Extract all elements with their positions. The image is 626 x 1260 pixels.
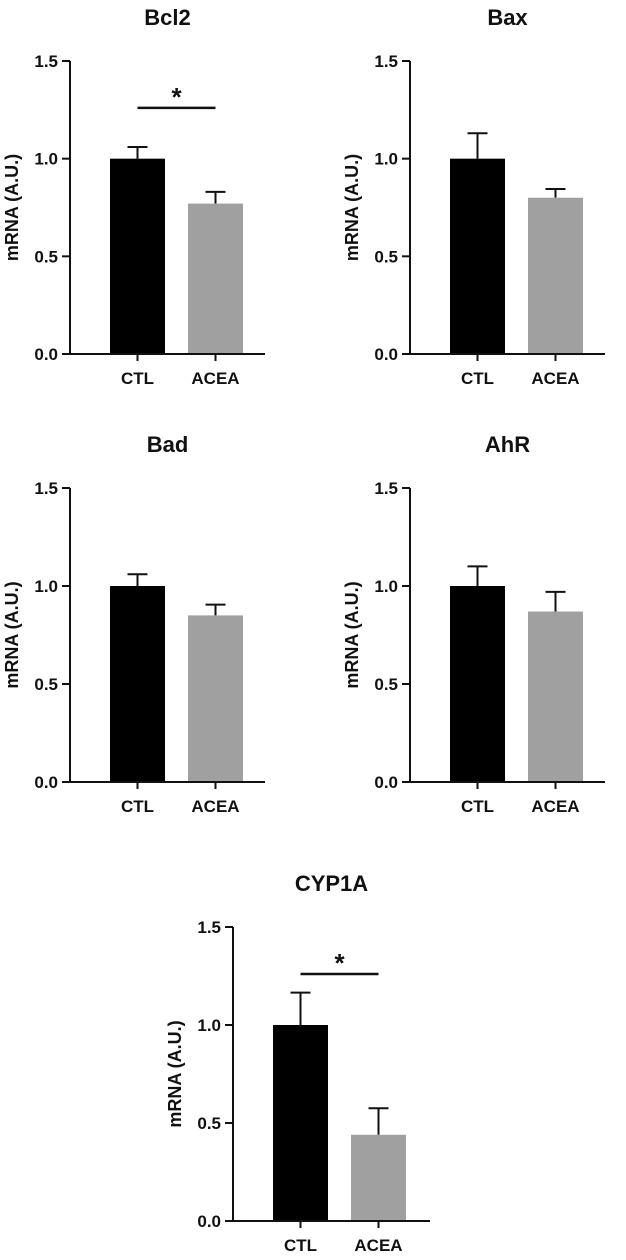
x-tick-label: ACEA <box>354 1236 402 1255</box>
bar-ctl <box>273 1025 328 1221</box>
chart-panel-bad: Bad mRNA (A.U.) CTL ACEA 0.0 0.5 1.0 1.5 <box>2 432 265 816</box>
significance-star: * <box>171 82 182 112</box>
bar-acea <box>188 615 243 782</box>
chart-panel-ahr: AhR mRNA (A.U.) CTL ACEA 0.0 0.5 1.0 1.5 <box>342 432 605 816</box>
x-tick-label: CTL <box>121 797 154 816</box>
x-tick-label: ACEA <box>191 369 239 388</box>
bar-acea <box>528 197 583 354</box>
y-tick-label: 1.0 <box>34 150 58 169</box>
chart-panel-bax: Bax mRNA (A.U.) CTL ACEA 0.0 0.5 1.0 1.5 <box>342 5 605 388</box>
x-tick-label: CTL <box>284 1236 317 1255</box>
y-tick-label: 0.5 <box>374 247 398 266</box>
y-tick-label: 1.0 <box>34 577 58 596</box>
y-axis-label: mRNA (A.U.) <box>342 581 362 688</box>
y-axis-label: mRNA (A.U.) <box>342 154 362 261</box>
chart-title: Bad <box>147 432 189 457</box>
y-tick-label: 0.0 <box>34 773 58 792</box>
y-tick-label: 1.0 <box>197 1016 221 1035</box>
x-tick-label: CTL <box>461 369 494 388</box>
x-tick-label: ACEA <box>531 369 579 388</box>
y-tick-label: 0.5 <box>374 675 398 694</box>
chart-title: Bcl2 <box>144 5 190 30</box>
bar-acea <box>188 203 243 354</box>
significance-star: * <box>334 948 345 978</box>
y-tick-label: 0.0 <box>197 1212 221 1231</box>
bar-ctl <box>450 158 505 354</box>
y-tick-label: 1.0 <box>374 150 398 169</box>
y-axis-label: mRNA (A.U.) <box>165 1020 185 1127</box>
y-tick-label: 1.0 <box>374 577 398 596</box>
y-tick-label: 0.5 <box>34 247 58 266</box>
y-tick-label: 1.5 <box>34 52 58 71</box>
chart-panel-cyp1a: CYP1A mRNA (A.U.) CTL ACEA 0.0 0.5 1.0 1.5 * <box>165 871 430 1255</box>
y-tick-label: 1.5 <box>197 918 221 937</box>
chart-title: AhR <box>485 432 530 457</box>
bar-ctl <box>110 586 165 782</box>
y-tick-label: 0.5 <box>197 1114 221 1133</box>
y-tick-label: 0.0 <box>34 345 58 364</box>
x-tick-label: ACEA <box>191 797 239 816</box>
chart-title: CYP1A <box>295 871 368 896</box>
y-tick-label: 0.0 <box>374 773 398 792</box>
bar-ctl <box>450 586 505 782</box>
y-axis-label: mRNA (A.U.) <box>2 581 22 688</box>
y-tick-label: 0.0 <box>374 345 398 364</box>
y-tick-label: 1.5 <box>374 479 398 498</box>
x-tick-label: CTL <box>121 369 154 388</box>
y-tick-label: 1.5 <box>34 479 58 498</box>
x-tick-label: CTL <box>461 797 494 816</box>
x-tick-label: ACEA <box>531 797 579 816</box>
bar-acea <box>528 611 583 782</box>
y-axis-label: mRNA (A.U.) <box>2 154 22 261</box>
chart-title: Bax <box>487 5 528 30</box>
bar-acea <box>351 1134 406 1221</box>
bar-ctl <box>110 158 165 354</box>
chart-panel-bcl2: Bcl2 mRNA (A.U.) CTL ACEA 0.0 0.5 1.0 1.5 * <box>2 5 265 388</box>
y-tick-label: 0.5 <box>34 675 58 694</box>
y-tick-label: 1.5 <box>374 52 398 71</box>
